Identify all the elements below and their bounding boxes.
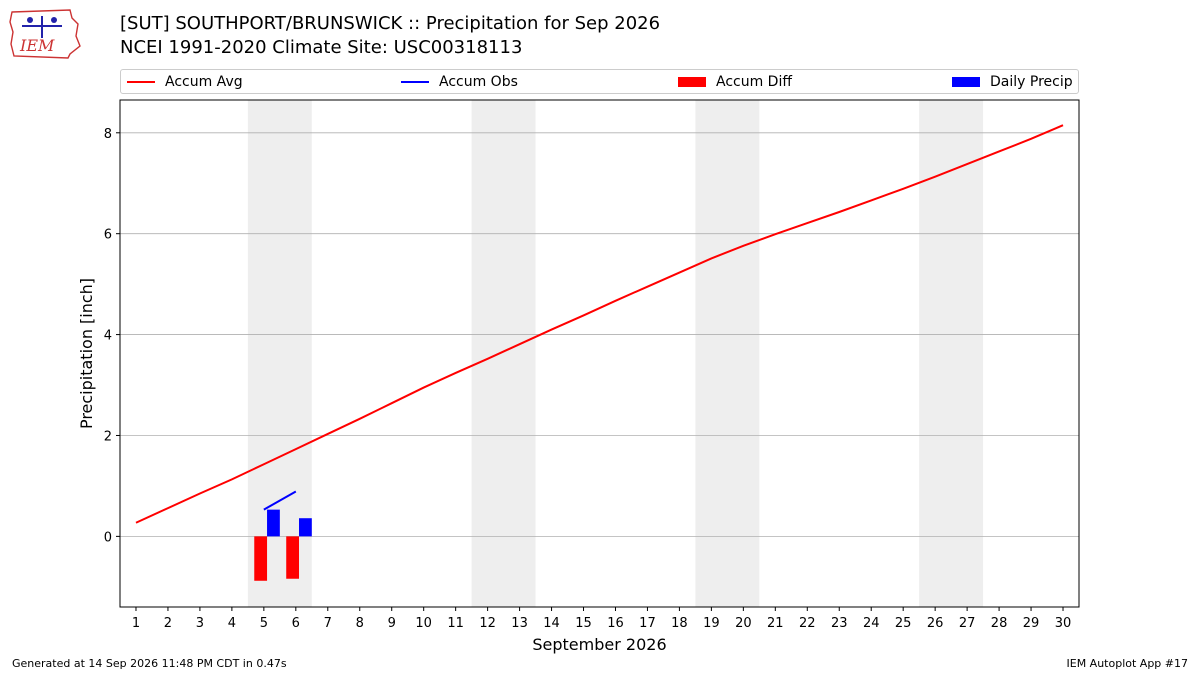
ytick-label-0: 0 xyxy=(104,530,112,545)
accum-diff-bar-5 xyxy=(254,536,268,581)
xtick-label-2: 2 xyxy=(164,616,172,631)
daily-precip-swatch xyxy=(952,77,980,87)
ytick-label-4: 4 xyxy=(104,329,112,344)
legend-label-accum-diff: Accum Diff xyxy=(716,74,793,90)
xtick-label-3: 3 xyxy=(196,616,204,631)
xtick-label-22: 22 xyxy=(799,616,816,631)
xtick-label-1: 1 xyxy=(132,616,140,631)
xtick-label-6: 6 xyxy=(292,616,300,631)
footer-generated: Generated at 14 Sep 2026 11:48 PM CDT in… xyxy=(12,657,287,670)
xtick-label-29: 29 xyxy=(1023,616,1040,631)
xtick-label-17: 17 xyxy=(639,616,656,631)
accum-obs-swatch xyxy=(401,81,429,83)
xtick-label-16: 16 xyxy=(607,616,624,631)
iem-logo-icon: IEM xyxy=(9,9,81,59)
xtick-label-8: 8 xyxy=(356,616,364,631)
xtick-label-7: 7 xyxy=(324,616,332,631)
xtick-label-15: 15 xyxy=(575,616,592,631)
accum-avg-line xyxy=(135,124,1064,524)
chart-title: [SUT] SOUTHPORT/BRUNSWICK :: Precipitati… xyxy=(120,13,661,34)
ytick-label-6: 6 xyxy=(104,228,112,243)
xtick-label-27: 27 xyxy=(959,616,976,631)
legend-item-daily-precip: Daily Precip xyxy=(952,74,1073,90)
weekend-band-3 xyxy=(919,100,984,607)
xtick-label-21: 21 xyxy=(767,616,784,631)
lines xyxy=(135,124,1064,524)
accum-avg-swatch xyxy=(127,81,155,83)
xtick-label-19: 19 xyxy=(703,616,720,631)
plot-frame xyxy=(119,99,1080,608)
daily-precip-bar-6 xyxy=(299,518,312,537)
xtick-label-5: 5 xyxy=(260,616,268,631)
xtick-label-23: 23 xyxy=(831,616,848,631)
xtick-label-28: 28 xyxy=(991,616,1008,631)
accum-diff-swatch xyxy=(678,77,706,87)
legend-label-accum-avg: Accum Avg xyxy=(165,74,243,90)
legend-item-accum-avg: Accum Avg xyxy=(127,74,243,90)
xtick-label-30: 30 xyxy=(1055,616,1072,631)
weekend-shading xyxy=(247,100,984,607)
ytick-label-8: 8 xyxy=(104,127,112,142)
legend-label-daily-precip: Daily Precip xyxy=(990,74,1073,90)
weekend-band-1 xyxy=(471,100,536,607)
y-axis-label: Precipitation [inch] xyxy=(77,278,96,429)
daily-precip-bar-5 xyxy=(267,509,280,537)
xtick-label-14: 14 xyxy=(543,616,560,631)
grid-lines xyxy=(120,132,1079,537)
y-axis-ticks: 0 2 4 6 8 xyxy=(104,127,120,545)
footer-app: IEM Autoplot App #17 xyxy=(1066,657,1189,670)
xtick-label-12: 12 xyxy=(479,616,496,631)
x-axis-label: September 2026 xyxy=(532,635,666,654)
xtick-label-18: 18 xyxy=(671,616,688,631)
bars xyxy=(254,509,312,581)
xtick-label-25: 25 xyxy=(895,616,912,631)
xtick-label-24: 24 xyxy=(863,616,880,631)
xtick-label-4: 4 xyxy=(228,616,236,631)
xtick-label-13: 13 xyxy=(511,616,528,631)
legend: Accum Avg Accum Obs Accum Diff Daily Pre… xyxy=(120,69,1079,94)
legend-label-accum-obs: Accum Obs xyxy=(439,74,518,90)
xtick-label-20: 20 xyxy=(735,616,752,631)
accum-obs-line xyxy=(263,490,297,511)
ytick-label-2: 2 xyxy=(104,429,112,444)
xtick-label-11: 11 xyxy=(447,616,464,631)
legend-item-accum-diff: Accum Diff xyxy=(678,74,792,90)
legend-item-accum-obs: Accum Obs xyxy=(401,74,518,90)
chart-subtitle: NCEI 1991-2020 Climate Site: USC00318113 xyxy=(120,37,523,58)
logo-text: IEM xyxy=(19,36,55,55)
xtick-label-26: 26 xyxy=(927,616,944,631)
accum-diff-bar-6 xyxy=(286,536,300,579)
weekend-band-2 xyxy=(695,100,760,607)
x-axis-ticks: 1 2 3 4 5 6 7 8 9 10 11 12 13 14 15 16 17 18 19 20 21 22 23 24 2… xyxy=(132,607,1071,631)
xtick-label-10: 10 xyxy=(415,616,432,631)
xtick-label-9: 9 xyxy=(388,616,396,631)
